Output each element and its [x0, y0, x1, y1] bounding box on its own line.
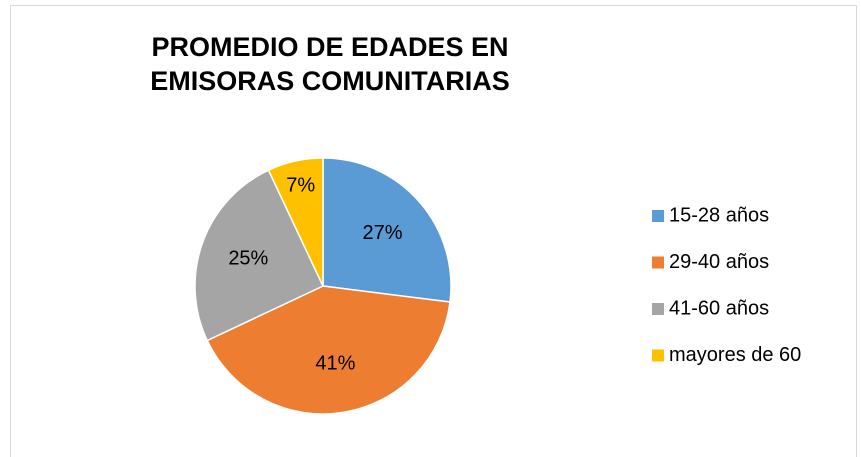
- legend-swatch: [652, 349, 664, 362]
- chart-title: PROMEDIO DE EDADES EN EMISORAS COMUNITAR…: [150, 32, 510, 96]
- legend-label: 15-28 años: [669, 204, 769, 226]
- chart-frame: [10, 5, 857, 457]
- data-label: 41%: [315, 353, 355, 375]
- legend-label: mayores de 60: [669, 344, 801, 366]
- legend-swatch: [652, 210, 664, 222]
- legend-swatch: [652, 256, 664, 269]
- pie-slice: [206, 285, 451, 415]
- legend-label: 41-60 años: [669, 297, 769, 319]
- pie-slice: [267, 157, 324, 287]
- data-label: 27%: [363, 222, 403, 244]
- legend-label: 29-40 años: [669, 251, 769, 273]
- pie-slice: [322, 157, 452, 303]
- data-label: 25%: [228, 247, 268, 269]
- pie-slice: [194, 169, 324, 342]
- legend-swatch: [652, 303, 664, 315]
- data-label: 7%: [286, 174, 315, 196]
